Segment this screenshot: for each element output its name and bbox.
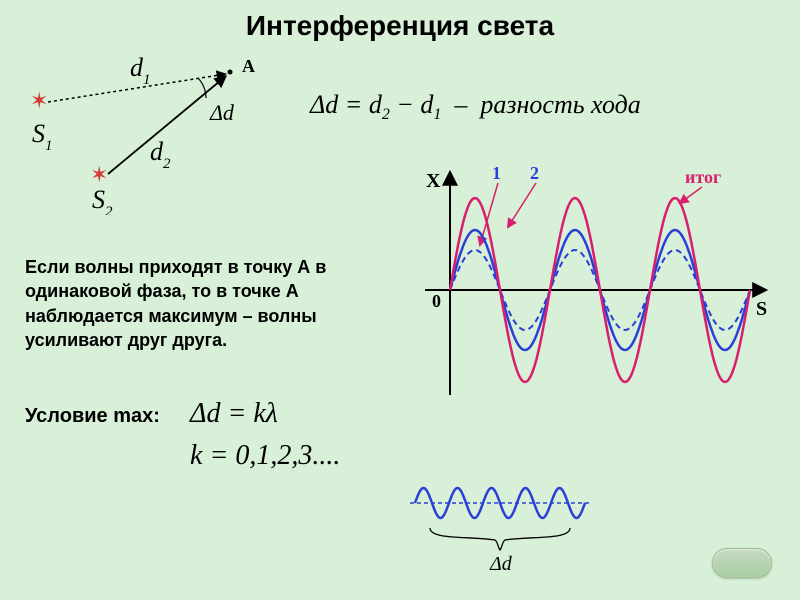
origin-label: 0 — [432, 291, 441, 311]
delta-d-label: Δd — [209, 100, 235, 125]
d2-label: d2 — [150, 137, 171, 172]
d1-label: d1 — [130, 53, 151, 88]
series-1-label: 1 — [492, 165, 501, 183]
brace-label: Δd — [489, 553, 513, 575]
delta-d-wave-diagram: Δd — [400, 468, 610, 588]
pointer-2 — [508, 183, 536, 227]
s2-label: S2 — [92, 185, 113, 215]
svg-text:✶: ✶ — [90, 162, 108, 187]
explanation-paragraph: Если волны приходят в точку А в одинаков… — [25, 255, 385, 352]
svg-text:✶: ✶ — [30, 88, 48, 113]
series-2-label: 2 — [530, 165, 539, 183]
y-axis-label: X — [426, 170, 441, 192]
page-title: Интерференция света — [0, 10, 800, 42]
point-a — [228, 70, 233, 75]
condition-eq1: Δd = kλ — [190, 398, 278, 430]
x-axis-label: S — [756, 298, 767, 320]
source-s1-star: ✶ — [30, 88, 48, 113]
condition-max-label: Условие max: — [25, 405, 160, 428]
source-s2-star: ✶ — [90, 162, 108, 187]
wave-interference-chart: X S 0 1 2 итог — [410, 165, 780, 410]
brace-icon — [430, 528, 570, 550]
path-difference-formula: Δd = d2 − d1 – разность хода — [310, 90, 641, 124]
pointer-result — [680, 187, 702, 203]
condition-eq2: k = 0,1,2,3.... — [190, 440, 340, 472]
s1-label: S1 — [32, 119, 53, 154]
series-result-label: итог — [685, 167, 721, 187]
next-button[interactable] — [712, 548, 772, 578]
point-a-label: А — [242, 56, 255, 76]
ray-diagram: ✶ ✶ А d1 d2 Δd S1 S2 — [20, 50, 290, 220]
